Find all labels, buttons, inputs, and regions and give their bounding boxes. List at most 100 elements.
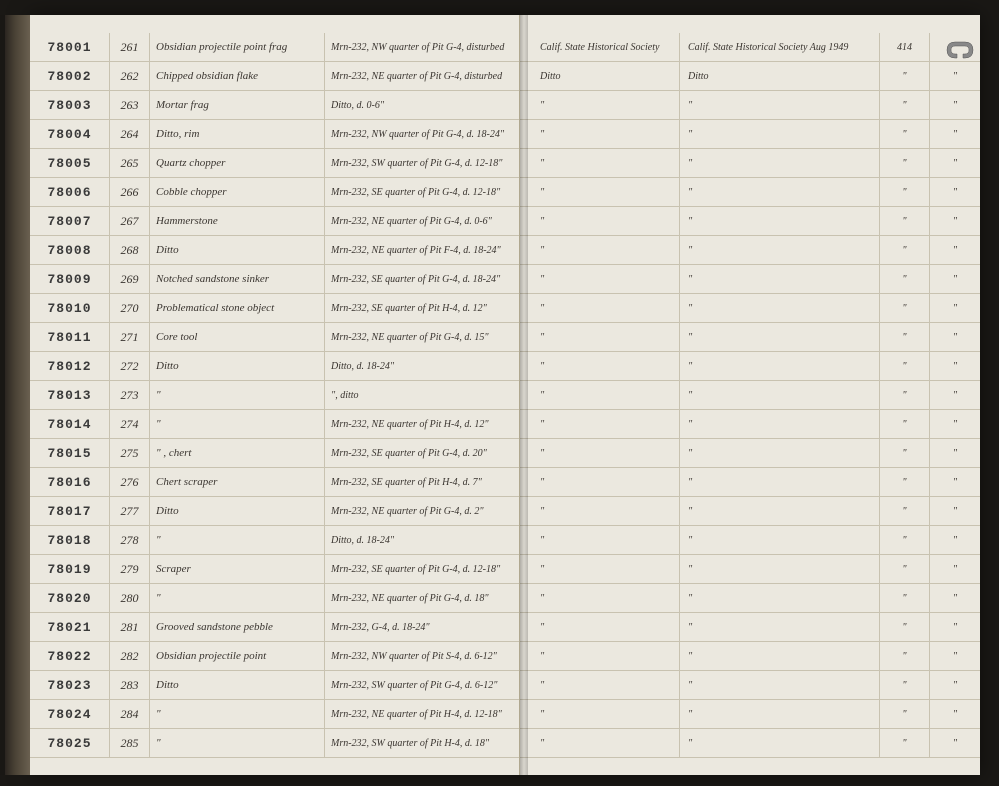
- catalog-stamp: 78015: [30, 439, 110, 467]
- extra-cell: ": [930, 91, 980, 119]
- extra-cell: ": [930, 381, 980, 409]
- extra-cell: ": [930, 729, 980, 757]
- item-location: Mrn-232, SW quarter of Pit H-4, d. 18": [325, 729, 519, 757]
- source-cell: ": [520, 497, 680, 525]
- ref-cell: ": [880, 642, 930, 670]
- item-location: Mrn-232, NE quarter of Pit G-4, d. 15": [325, 323, 519, 351]
- extra-cell: ": [930, 178, 980, 206]
- book-spine: [5, 15, 30, 775]
- ledger-row: 78017277DittoMrn-232, NE quarter of Pit …: [30, 497, 519, 526]
- catalog-stamp: 78008: [30, 236, 110, 264]
- item-number: 279: [110, 555, 150, 583]
- source-cell: ": [520, 294, 680, 322]
- ledger-row: 78001261Obsidian projectile point fragMr…: [30, 33, 519, 62]
- source-cell: Ditto: [520, 62, 680, 90]
- source-cell: ": [520, 671, 680, 699]
- extra-cell: ": [930, 149, 980, 177]
- item-description: Cobble chopper: [150, 178, 325, 206]
- source-cell: ": [520, 555, 680, 583]
- ledger-row: 78014274"Mrn-232, NE quarter of Pit H-4,…: [30, 410, 519, 439]
- item-location: Mrn-232, SE quarter of Pit G-4, d. 18-24…: [325, 265, 519, 293]
- ref-cell: ": [880, 700, 930, 728]
- extra-cell: ": [930, 671, 980, 699]
- item-number: 273: [110, 381, 150, 409]
- ledger-row: """": [520, 729, 980, 758]
- extra-cell: ": [930, 207, 980, 235]
- item-number: 267: [110, 207, 150, 235]
- item-location: Mrn-232, NE quarter of Pit G-4, d. 2": [325, 497, 519, 525]
- extra-cell: ": [930, 352, 980, 380]
- catalog-stamp: 78001: [30, 33, 110, 61]
- ledger-row: 78008268DittoMrn-232, NE quarter of Pit …: [30, 236, 519, 265]
- source-cell: ": [520, 584, 680, 612]
- catalog-stamp: 78019: [30, 555, 110, 583]
- item-description: ": [150, 584, 325, 612]
- catalog-stamp: 78010: [30, 294, 110, 322]
- source-cell: ": [520, 468, 680, 496]
- catalog-stamp: 78022: [30, 642, 110, 670]
- collection-cell: ": [680, 439, 880, 467]
- ref-cell: ": [880, 729, 930, 757]
- item-location: Mrn-232, NE quarter of Pit G-4, disturbe…: [325, 62, 519, 90]
- collection-cell: ": [680, 120, 880, 148]
- ref-cell: ": [880, 526, 930, 554]
- item-number: 283: [110, 671, 150, 699]
- item-number: 271: [110, 323, 150, 351]
- item-number: 280: [110, 584, 150, 612]
- source-cell: ": [520, 323, 680, 351]
- collection-cell: ": [680, 294, 880, 322]
- item-description: Obsidian projectile point frag: [150, 33, 325, 61]
- ref-cell: ": [880, 410, 930, 438]
- ledger-book: 78001261Obsidian projectile point fragMr…: [30, 15, 980, 775]
- item-description: Ditto: [150, 352, 325, 380]
- ledger-row: 78019279ScraperMrn-232, SE quarter of Pi…: [30, 555, 519, 584]
- ref-cell: ": [880, 120, 930, 148]
- extra-cell: ": [930, 410, 980, 438]
- collection-cell: Ditto: [680, 62, 880, 90]
- catalog-stamp: 78011: [30, 323, 110, 351]
- extra-cell: ": [930, 613, 980, 641]
- ledger-row: 78011271Core toolMrn-232, NE quarter of …: [30, 323, 519, 352]
- item-description: Ditto: [150, 236, 325, 264]
- item-number: 274: [110, 410, 150, 438]
- ledger-row: """": [520, 149, 980, 178]
- ref-cell: ": [880, 555, 930, 583]
- page-gutter: [520, 15, 528, 775]
- source-cell: ": [520, 178, 680, 206]
- extra-cell: ": [930, 468, 980, 496]
- extra-cell: ": [930, 120, 980, 148]
- collection-cell: Calif. State Historical Society Aug 1949: [680, 33, 880, 61]
- ledger-row: 78009269Notched sandstone sinkerMrn-232,…: [30, 265, 519, 294]
- ledger-row: 78020280"Mrn-232, NE quarter of Pit G-4,…: [30, 584, 519, 613]
- collection-cell: ": [680, 91, 880, 119]
- ref-cell: ": [880, 323, 930, 351]
- collection-cell: ": [680, 671, 880, 699]
- catalog-stamp: 78005: [30, 149, 110, 177]
- extra-cell: ": [930, 497, 980, 525]
- collection-cell: ": [680, 178, 880, 206]
- collection-cell: ": [680, 410, 880, 438]
- item-location: Ditto, d. 18-24": [325, 526, 519, 554]
- ledger-row: 78024284"Mrn-232, NE quarter of Pit H-4,…: [30, 700, 519, 729]
- item-location: ", ditto: [325, 381, 519, 409]
- item-description: ": [150, 700, 325, 728]
- collection-cell: ": [680, 265, 880, 293]
- item-number: 285: [110, 729, 150, 757]
- collection-cell: ": [680, 613, 880, 641]
- extra-cell: ": [930, 294, 980, 322]
- ledger-row: 78018278"Ditto, d. 18-24": [30, 526, 519, 555]
- collection-cell: ": [680, 352, 880, 380]
- item-number: 265: [110, 149, 150, 177]
- ledger-row: Calif. State Historical SocietyCalif. St…: [520, 33, 980, 62]
- catalog-stamp: 78006: [30, 178, 110, 206]
- item-location: Mrn-232, NE quarter of Pit H-4, d. 12": [325, 410, 519, 438]
- ledger-row: """": [520, 207, 980, 236]
- item-location: Mrn-232, NW quarter of Pit G-4, disturbe…: [325, 33, 519, 61]
- extra-cell: ": [930, 62, 980, 90]
- ref-cell: ": [880, 671, 930, 699]
- ledger-row: DittoDitto"": [520, 62, 980, 91]
- ledger-row: """": [520, 497, 980, 526]
- ref-cell: ": [880, 584, 930, 612]
- catalog-stamp: 78018: [30, 526, 110, 554]
- item-number: 261: [110, 33, 150, 61]
